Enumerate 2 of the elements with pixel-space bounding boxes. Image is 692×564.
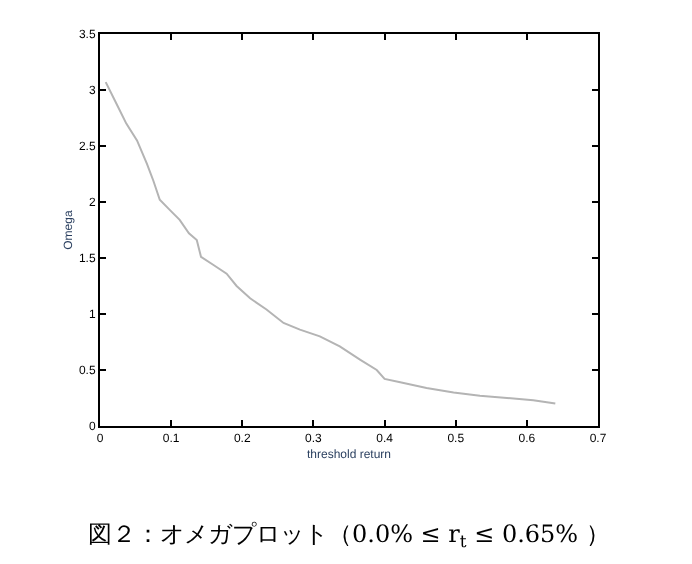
line-series: [104, 81, 557, 405]
caption: 図２：オメガプロット（0.0% ≤ r$_{t}$ ≤ 0.65% ）: [88, 520, 610, 552]
